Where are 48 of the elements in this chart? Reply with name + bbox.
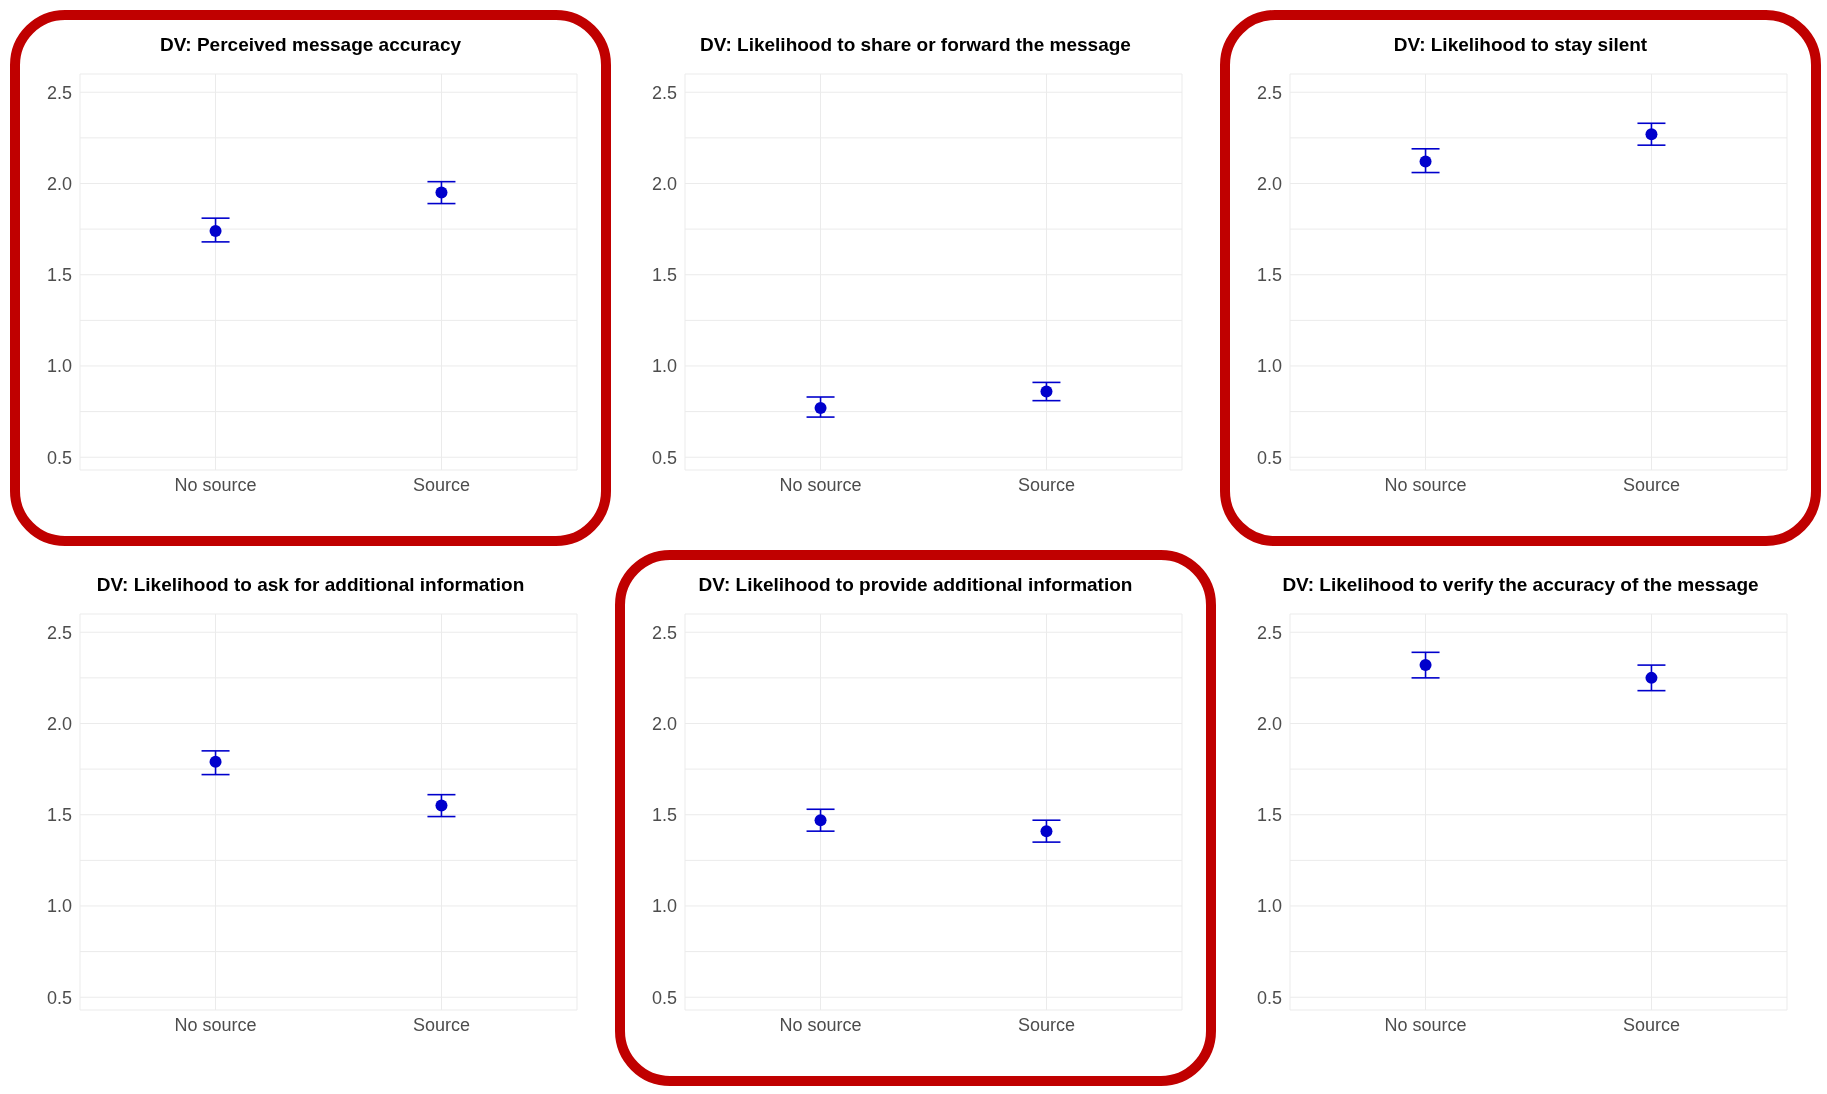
- y-tick-label: 1.0: [46, 896, 72, 917]
- y-tick-label: 0.5: [1256, 447, 1282, 468]
- x-tick-label: Source: [1017, 474, 1075, 495]
- y-tick-label: 0.5: [651, 447, 677, 468]
- y-tick-label: 2.5: [1256, 82, 1282, 103]
- x-tick-label: Source: [1622, 474, 1680, 495]
- y-tick-label: 2.0: [1256, 713, 1282, 734]
- y-tick-label: 2.5: [651, 82, 677, 103]
- y-tick-label: 0.5: [651, 987, 677, 1008]
- chart-title: DV: Likelihood to share or forward the message: [699, 34, 1132, 56]
- y-tick-label: 1.0: [651, 356, 677, 377]
- y-tick-label: 1.5: [46, 805, 72, 826]
- chart-title: DV: Likelihood to provide additional information: [697, 574, 1134, 596]
- chart-title: DV: Likelihood to ask for additional information: [95, 574, 526, 596]
- y-tick-label: 0.5: [46, 987, 72, 1008]
- x-tick-label: Source: [1622, 1014, 1680, 1035]
- y-tick-label: 2.0: [651, 713, 677, 734]
- x-tick-label: Source: [1017, 1014, 1075, 1035]
- chart-title: DV: Perceived message accuracy: [159, 34, 462, 56]
- x-tick-label: No source: [1384, 1014, 1467, 1035]
- y-tick-label: 2.5: [651, 622, 677, 643]
- y-tick-label: 1.5: [1256, 265, 1282, 286]
- y-tick-label: 1.0: [651, 896, 677, 917]
- y-tick-label: 2.0: [1256, 173, 1282, 194]
- x-tick-label: No source: [174, 1014, 257, 1035]
- y-tick-label: 1.0: [1256, 356, 1282, 377]
- y-tick-label: 2.0: [651, 173, 677, 194]
- y-tick-label: 2.0: [46, 173, 72, 194]
- y-tick-label: 1.5: [46, 265, 72, 286]
- y-tick-label: 0.5: [1256, 987, 1282, 1008]
- y-tick-label: 2.0: [46, 713, 72, 734]
- x-tick-label: No source: [779, 474, 862, 495]
- y-tick-label: 1.0: [1256, 896, 1282, 917]
- y-tick-label: 1.5: [1256, 805, 1282, 826]
- x-tick-label: Source: [412, 1014, 470, 1035]
- x-tick-label: No source: [1384, 474, 1467, 495]
- y-tick-label: 2.5: [1256, 622, 1282, 643]
- x-tick-label: No source: [779, 1014, 862, 1035]
- x-tick-label: Source: [412, 474, 470, 495]
- y-tick-label: 0.5: [46, 447, 72, 468]
- y-tick-label: 2.5: [46, 82, 72, 103]
- chart-title: DV: Likelihood to verify the accuracy of the message: [1281, 574, 1760, 596]
- chart-title: DV: Likelihood to stay silent: [1392, 34, 1649, 56]
- y-tick-label: 2.5: [46, 622, 72, 643]
- y-tick-label: 1.5: [651, 265, 677, 286]
- y-tick-label: 1.5: [651, 805, 677, 826]
- x-tick-label: No source: [174, 474, 257, 495]
- y-tick-label: 1.0: [46, 356, 72, 377]
